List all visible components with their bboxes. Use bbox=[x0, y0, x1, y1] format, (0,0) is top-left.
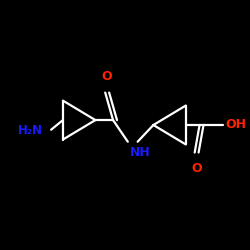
Text: O: O bbox=[191, 162, 202, 175]
Text: O: O bbox=[102, 70, 113, 83]
Text: NH: NH bbox=[130, 146, 150, 159]
Text: H₂N: H₂N bbox=[18, 124, 43, 137]
Text: OH: OH bbox=[225, 118, 246, 132]
